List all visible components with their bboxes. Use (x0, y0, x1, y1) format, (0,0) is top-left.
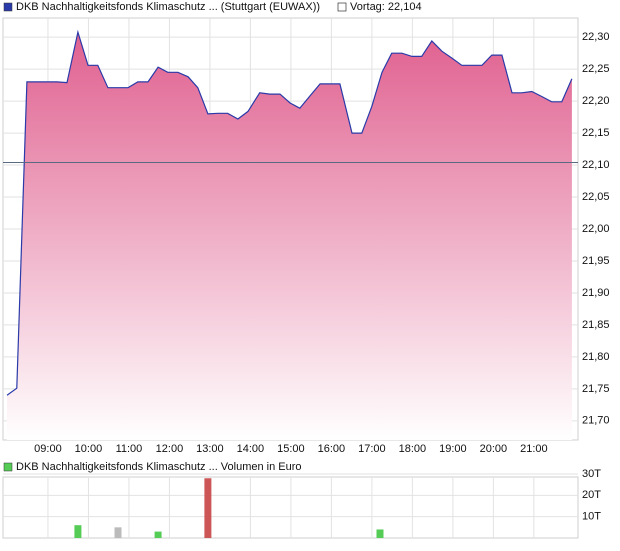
y-tick-label: 22,20 (582, 95, 610, 107)
volume-bar (376, 529, 384, 538)
y-tick-label: 22,15 (582, 127, 610, 139)
x-tick-label: 11:00 (116, 443, 143, 455)
y-tick-label: 22,10 (582, 159, 610, 171)
x-tick-label: 18:00 (399, 443, 427, 455)
x-tick-label: 15:00 (277, 443, 305, 455)
y-tick-label: 21,90 (582, 287, 610, 299)
y-tick-label: 22,05 (582, 191, 610, 203)
x-tick-label: 12:00 (156, 443, 184, 455)
y-tick-label: 30T (582, 468, 601, 480)
x-tick-label: 20:00 (480, 443, 508, 455)
y-tick-label: 21,70 (582, 415, 610, 427)
x-tick-label: 21:00 (520, 443, 548, 455)
volume-bar (154, 531, 162, 538)
y-tick-label: 22,00 (582, 223, 610, 235)
x-tick-label: 10:00 (75, 443, 103, 455)
x-tick-label: 16:00 (318, 443, 346, 455)
y-tick-label: 10T (582, 511, 601, 523)
legend-label: DKB Nachhaltigkeitsfonds Klimaschutz ...… (16, 1, 320, 13)
y-tick-label: 21,75 (582, 383, 610, 395)
legend-swatch (3, 462, 13, 472)
x-tick-label: 17:00 (358, 443, 386, 455)
volume-bar (204, 478, 212, 538)
legend-swatch (3, 2, 13, 12)
volume-bar (74, 525, 82, 538)
y-tick-label: 20T (582, 489, 601, 501)
area-fill (7, 32, 572, 440)
x-tick-label: 19:00 (439, 443, 467, 455)
x-tick-label: 09:00 (34, 443, 62, 455)
y-tick-label: 22,25 (582, 63, 610, 75)
legend-label: DKB Nachhaltigkeitsfonds Klimaschutz ...… (16, 461, 302, 473)
y-tick-label: 21,95 (582, 255, 610, 267)
y-tick-label: 21,85 (582, 319, 610, 331)
legend-swatch (337, 2, 347, 12)
y-tick-label: 21,80 (582, 351, 610, 363)
price-line (6, 29, 573, 396)
y-tick-label: 22,30 (582, 31, 610, 43)
x-tick-label: 14:00 (237, 443, 265, 455)
x-tick-label: 13:00 (196, 443, 224, 455)
legend-label: Vortag: 22,104 (350, 1, 422, 13)
volume-bar (114, 527, 122, 538)
